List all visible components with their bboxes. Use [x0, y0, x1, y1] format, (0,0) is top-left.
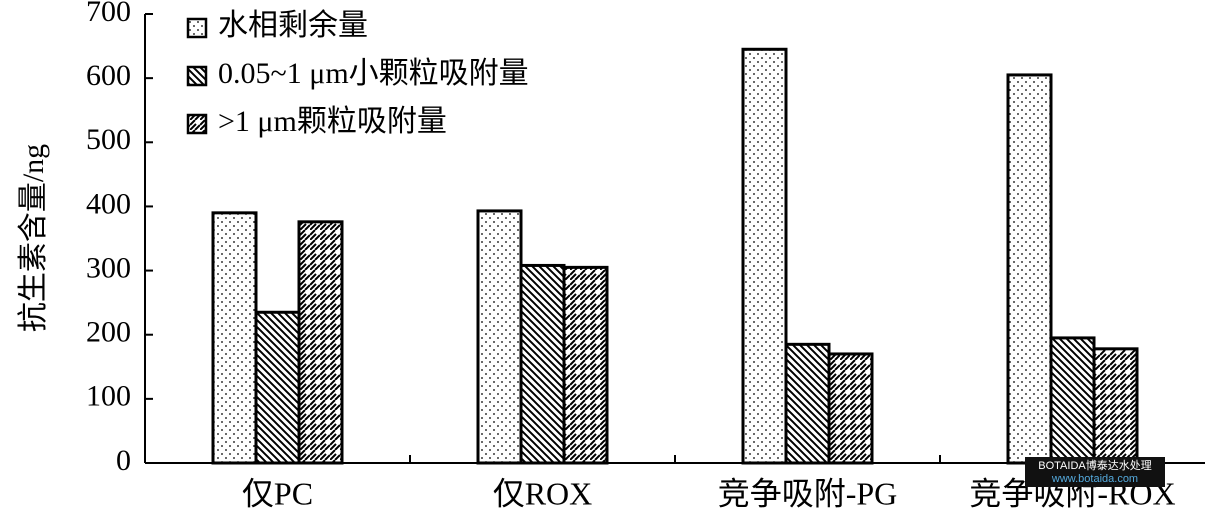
x-tick-label: 仅ROX	[493, 475, 593, 511]
y-axis-label: 抗生素含量/ng	[17, 144, 50, 332]
bar	[1049, 336, 1096, 465]
bar	[562, 265, 609, 465]
y-tick-label: 300	[86, 251, 131, 284]
bar	[476, 209, 523, 465]
bar	[211, 211, 258, 465]
bar	[1092, 347, 1139, 465]
y-tick-label: 0	[116, 444, 131, 477]
legend-label: 水相剩余量	[218, 9, 368, 42]
y-tick-label: 400	[86, 187, 131, 220]
x-tick-label: 竞争吸附-PG	[718, 475, 898, 511]
watermark-text: www.botaida.com	[1051, 473, 1138, 485]
watermark-text: BOTAIDA博泰达水处理	[1038, 458, 1151, 472]
legend-label: 0.05~1 μm小颗粒吸附量	[218, 57, 529, 90]
bar	[741, 47, 788, 465]
y-tick-label: 600	[86, 59, 131, 92]
y-tick-label: 700	[86, 0, 131, 28]
x-tick-label: 仅PC	[242, 475, 313, 511]
watermark-box	[1025, 457, 1165, 487]
bar	[1006, 73, 1053, 465]
legend-swatch	[186, 113, 208, 135]
bar	[519, 263, 566, 465]
bar	[254, 310, 301, 465]
y-tick-label: 100	[86, 380, 131, 413]
legend-label: >1 μm颗粒吸附量	[218, 105, 447, 138]
y-tick-label: 500	[86, 123, 131, 156]
legend-swatch	[186, 17, 208, 39]
bar	[784, 342, 831, 465]
y-tick-label: 200	[86, 316, 131, 349]
legend-swatch	[186, 65, 208, 87]
bar	[297, 220, 344, 465]
bar	[827, 352, 874, 465]
